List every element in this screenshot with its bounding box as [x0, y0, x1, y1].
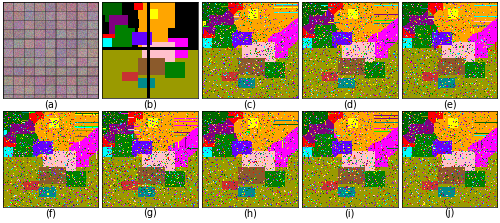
X-axis label: (h): (h)	[243, 208, 257, 218]
X-axis label: (b): (b)	[144, 99, 157, 109]
X-axis label: (e): (e)	[442, 99, 456, 109]
X-axis label: (d): (d)	[343, 99, 356, 109]
X-axis label: (i): (i)	[344, 208, 355, 218]
X-axis label: (g): (g)	[144, 208, 157, 218]
X-axis label: (a): (a)	[44, 99, 58, 109]
X-axis label: (j): (j)	[444, 208, 454, 218]
X-axis label: (c): (c)	[244, 99, 256, 109]
X-axis label: (f): (f)	[45, 208, 56, 218]
